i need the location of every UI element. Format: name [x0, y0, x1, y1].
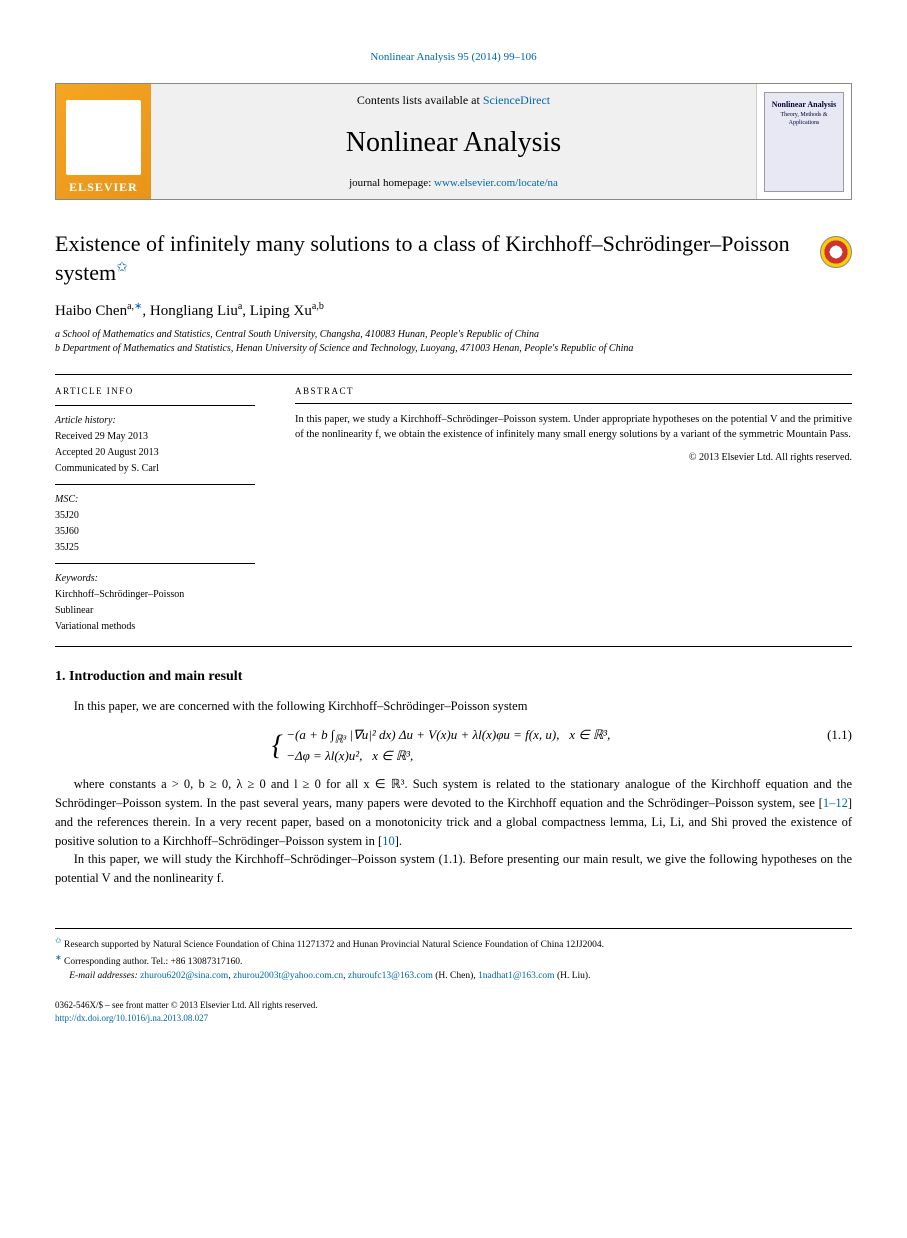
p2-text-c: ].: [395, 834, 402, 848]
cover-subtitle: Theory, Methods & Applications: [771, 111, 837, 128]
affiliation-b: b Department of Mathematics and Statisti…: [55, 342, 852, 356]
email-2[interactable]: zhurou2003t@yahoo.com.cn: [233, 971, 343, 981]
msc-2: 35J60: [55, 525, 255, 539]
authors: Haibo Chena,∗, Hongliang Liua, Liping Xu…: [55, 300, 852, 322]
footnotes: ✩ Research supported by Natural Science …: [55, 928, 852, 983]
footnote-1-mark: ✩: [55, 936, 62, 945]
keyword-1: Kirchhoff–Schrödinger–Poisson: [55, 588, 255, 602]
title-row: Existence of infinitely many solutions t…: [55, 230, 852, 287]
abstract-block: ABSTRACT In this paper, we study a Kirch…: [295, 385, 852, 637]
abstract-text: In this paper, we study a Kirchhoff–Schr…: [295, 412, 852, 442]
email-4[interactable]: 1nadhat1@163.com: [478, 971, 555, 981]
author-1-corr: ∗: [134, 301, 142, 312]
elsevier-label: ELSEVIER: [69, 179, 138, 196]
journal-cover-thumbnail[interactable]: Nonlinear Analysis Theory, Methods & App…: [756, 84, 851, 199]
elsevier-tree-icon: [66, 100, 141, 175]
equation-1-1: { −(a + b ∫ℝ³ |∇u|² dx) Δu + V(x)u + λl(…: [55, 726, 852, 766]
section-1-p3: In this paper, we will study the Kirchho…: [55, 850, 852, 888]
cover-title: Nonlinear Analysis: [772, 99, 837, 110]
citation-10[interactable]: 10: [382, 834, 395, 848]
homepage-line: journal homepage: www.elsevier.com/locat…: [349, 176, 558, 191]
author-2-aff: a: [238, 301, 242, 312]
homepage-prefix: journal homepage:: [349, 177, 434, 189]
abstract-copyright: © 2013 Elsevier Ltd. All rights reserved…: [295, 451, 852, 465]
crossmark-icon[interactable]: [820, 236, 852, 268]
citation-1-12[interactable]: 1–12: [823, 796, 848, 810]
affiliation-a: a School of Mathematics and Statistics, …: [55, 328, 852, 342]
author-1: Haibo Chen: [55, 303, 127, 319]
header-citation: Nonlinear Analysis 95 (2014) 99–106: [55, 50, 852, 65]
email-1[interactable]: zhurou6202@sina.com: [140, 971, 228, 981]
equation-1-1-number: (1.1): [827, 726, 852, 744]
footnote-2-text: Corresponding author. Tel.: +86 13087317…: [62, 958, 243, 968]
elsevier-logo[interactable]: ELSEVIER: [56, 84, 151, 199]
keyword-3: Variational methods: [55, 620, 255, 634]
footnote-emails: E-mail addresses: zhurou6202@sina.com, z…: [55, 970, 852, 983]
title-footnote-mark: ✩: [116, 261, 128, 276]
author-1-aff: a: [127, 301, 131, 312]
accepted-date: Accepted 20 August 2013: [55, 446, 255, 460]
paper-title: Existence of infinitely many solutions t…: [55, 230, 800, 287]
header-center: Contents lists available at ScienceDirec…: [151, 84, 756, 199]
email-1-name: (H. Chen),: [433, 971, 478, 981]
communicated-by: Communicated by S. Carl: [55, 462, 255, 476]
keyword-2: Sublinear: [55, 604, 255, 618]
footnote-1-text: Research supported by Natural Science Fo…: [62, 940, 604, 950]
author-3-aff: a,b: [312, 301, 324, 312]
header-box: ELSEVIER Contents lists available at Sci…: [55, 83, 852, 200]
bottom-info: 0362-546X/$ – see front matter © 2013 El…: [55, 999, 852, 1024]
paper-title-text: Existence of infinitely many solutions t…: [55, 231, 790, 285]
author-2: Hongliang Liu: [150, 303, 238, 319]
footnote-corresponding: ∗ Corresponding author. Tel.: +86 130873…: [55, 952, 852, 969]
info-abstract-row: ARTICLE INFO Article history: Received 2…: [55, 374, 852, 648]
sciencedirect-link[interactable]: ScienceDirect: [483, 93, 550, 107]
article-info: ARTICLE INFO Article history: Received 2…: [55, 385, 255, 637]
section-1-p2: where constants a > 0, b ≥ 0, λ ≥ 0 and …: [55, 775, 852, 850]
msc-label: MSC:: [55, 494, 78, 505]
author-3: Liping Xu: [250, 303, 312, 319]
doi-link[interactable]: http://dx.doi.org/10.1016/j.na.2013.08.0…: [55, 1013, 208, 1023]
msc-3: 35J25: [55, 541, 255, 555]
contents-line: Contents lists available at ScienceDirec…: [357, 92, 550, 109]
abstract-heading: ABSTRACT: [295, 385, 852, 398]
contents-prefix: Contents lists available at: [357, 93, 483, 107]
msc-1: 35J20: [55, 509, 255, 523]
footnote-funding: ✩ Research supported by Natural Science …: [55, 935, 852, 952]
history-label: Article history:: [55, 415, 116, 426]
homepage-link[interactable]: www.elsevier.com/locate/na: [434, 177, 558, 189]
email-4-name: (H. Liu).: [555, 971, 591, 981]
journal-name: Nonlinear Analysis: [346, 123, 561, 162]
email-3[interactable]: zhuroufc13@163.com: [348, 971, 433, 981]
p2-text-a: where constants a > 0, b ≥ 0, λ ≥ 0 and …: [55, 777, 852, 810]
footnote-2-mark: ∗: [55, 953, 62, 962]
received-date: Received 29 May 2013: [55, 430, 255, 444]
affiliations: a School of Mathematics and Statistics, …: [55, 328, 852, 356]
section-1-heading: 1. Introduction and main result: [55, 667, 852, 687]
section-1-p1: In this paper, we are concerned with the…: [55, 697, 852, 716]
keywords-label: Keywords:: [55, 573, 98, 584]
issn-line: 0362-546X/$ – see front matter © 2013 El…: [55, 999, 852, 1012]
email-label: E-mail addresses:: [69, 971, 140, 981]
article-info-heading: ARTICLE INFO: [55, 385, 255, 398]
